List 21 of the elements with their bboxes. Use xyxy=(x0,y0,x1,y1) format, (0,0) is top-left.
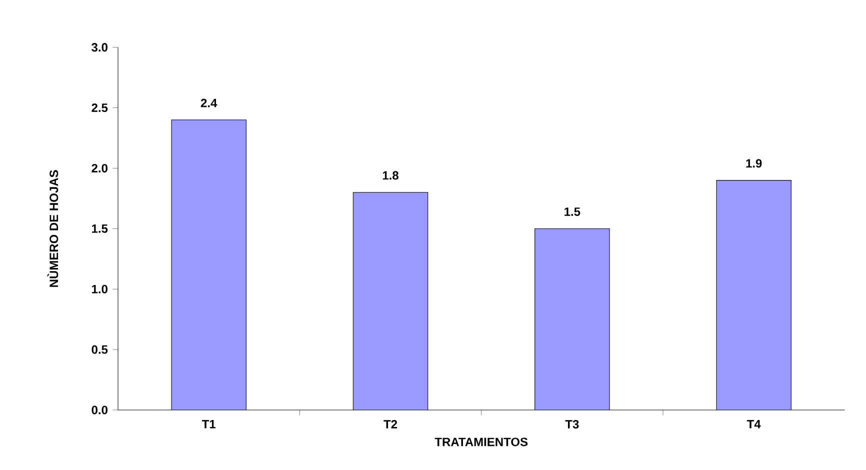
data-label: 1.5 xyxy=(564,208,580,216)
x-tick-label: T3 xyxy=(565,420,579,429)
bar xyxy=(716,180,792,410)
y-tick-label: 2.5 xyxy=(92,104,108,112)
y-axis-title: NÙMERO DE HOJAS xyxy=(47,170,58,287)
x-tick-label: T4 xyxy=(746,420,761,428)
bar xyxy=(172,120,246,410)
y-tick-label: 1.0 xyxy=(92,284,108,294)
y-tick-label: 0.0 xyxy=(92,406,108,414)
x-tick-label: T2 xyxy=(384,420,398,428)
y-tick-label: 0.5 xyxy=(92,345,108,354)
data-label: 1.9 xyxy=(746,159,762,168)
data-label: 1.8 xyxy=(382,171,398,180)
x-axis-title: TRATAMIENTOS xyxy=(434,438,528,446)
bar xyxy=(534,228,610,410)
y-tick-label: 3.0 xyxy=(92,43,108,52)
y-tick-label: 1.5 xyxy=(92,224,108,233)
bar xyxy=(353,192,428,410)
x-tick-label: T1 xyxy=(202,420,216,428)
data-label: 2.4 xyxy=(200,98,218,108)
y-tick-label: 2.0 xyxy=(92,164,108,172)
